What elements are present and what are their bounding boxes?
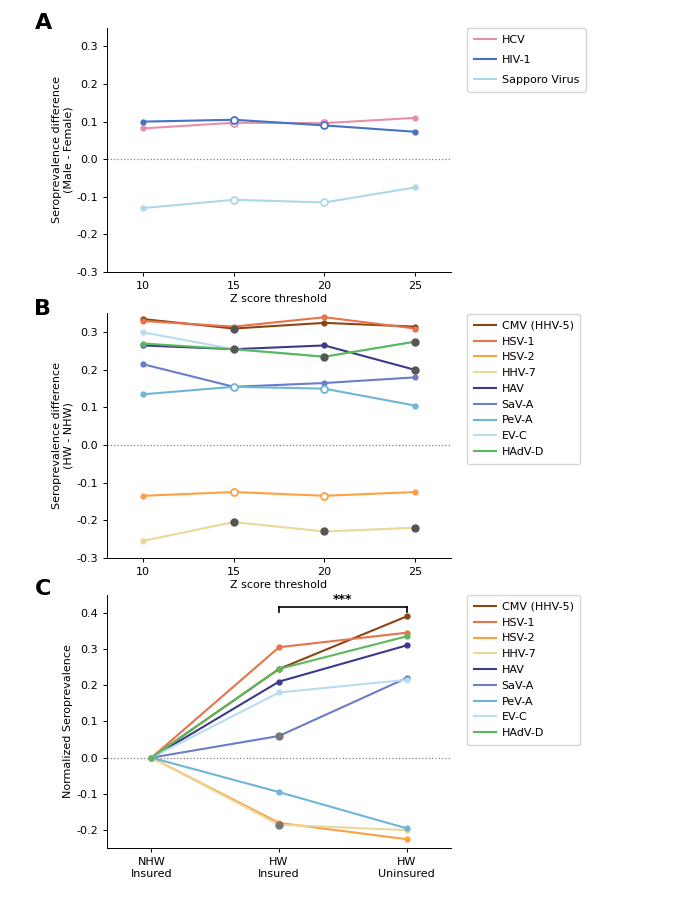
Legend: CMV (HHV-5), HSV-1, HSV-2, HHV-7, HAV, SaV-A, PeV-A, EV-C, HAdV-D: CMV (HHV-5), HSV-1, HSV-2, HHV-7, HAV, S… — [467, 596, 580, 745]
X-axis label: Z score threshold: Z score threshold — [231, 580, 327, 589]
Legend: CMV (HHV-5), HSV-1, HSV-2, HHV-7, HAV, SaV-A, PeV-A, EV-C, HAdV-D: CMV (HHV-5), HSV-1, HSV-2, HHV-7, HAV, S… — [467, 314, 580, 464]
X-axis label: Z score threshold: Z score threshold — [231, 294, 327, 303]
Text: B: B — [34, 299, 52, 319]
Y-axis label: Normalized Seroprevalence: Normalized Seroprevalence — [63, 644, 73, 798]
Legend: HCV, HIV-1, Sapporo Virus: HCV, HIV-1, Sapporo Virus — [467, 29, 586, 91]
Text: A: A — [34, 13, 52, 33]
Y-axis label: Seroprevalence difference
(Male - Female): Seroprevalence difference (Male - Female… — [52, 77, 73, 223]
Text: ***: *** — [333, 593, 353, 606]
Text: C: C — [34, 580, 51, 599]
Y-axis label: Seroprevalence difference
(HW - NHW): Seroprevalence difference (HW - NHW) — [52, 362, 73, 509]
